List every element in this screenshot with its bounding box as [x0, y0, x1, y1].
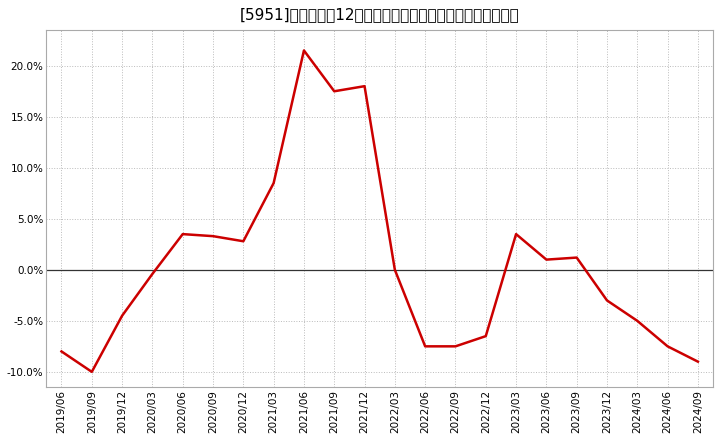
Title: [5951]　売上高の12か月移動合計の対前年同期増減率の推移: [5951] 売上高の12か月移動合計の対前年同期増減率の推移 — [240, 7, 520, 22]
